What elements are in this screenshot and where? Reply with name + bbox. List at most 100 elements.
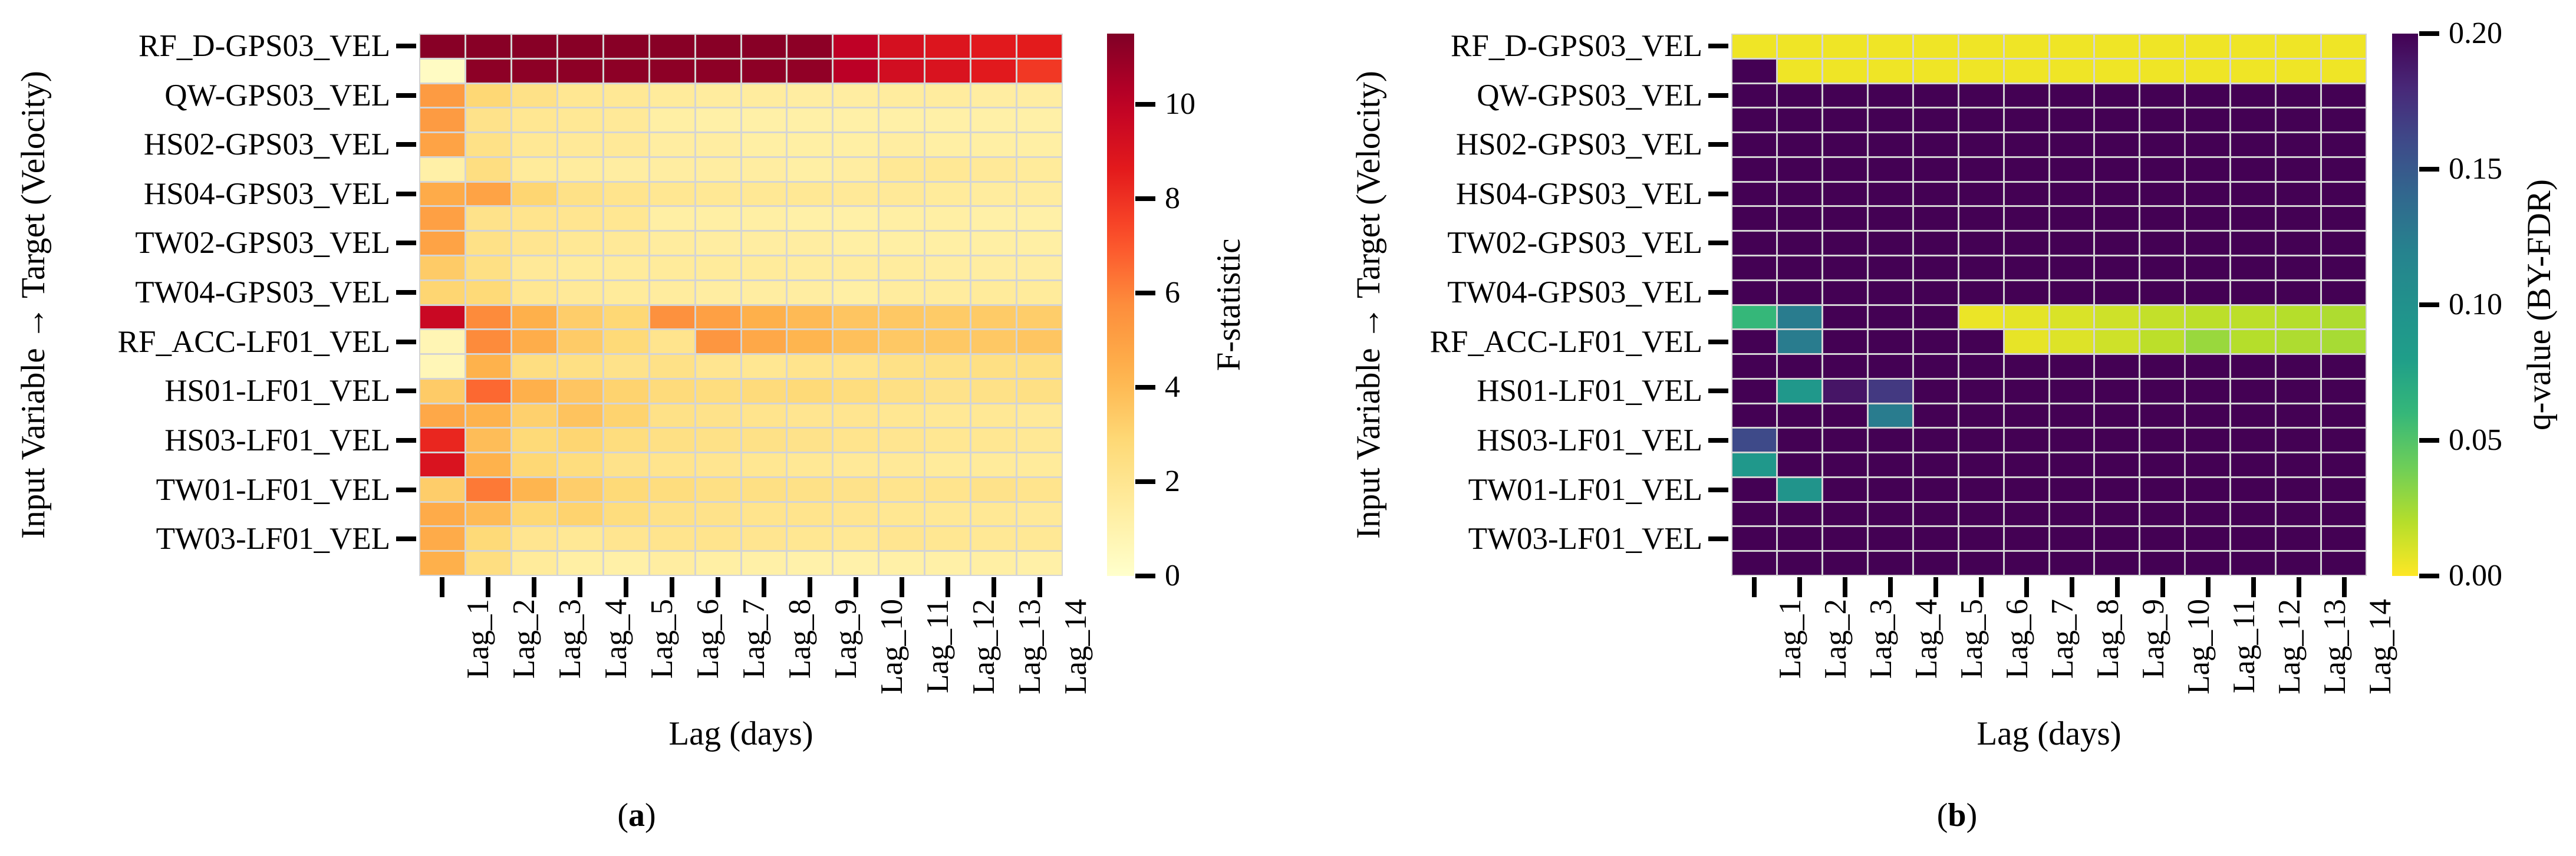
heatmap-cell <box>650 157 694 181</box>
heatmap-cell <box>696 59 740 83</box>
heatmap-cell <box>2004 35 2048 58</box>
heatmap-cell <box>2095 108 2139 132</box>
y-tick-mark <box>1708 290 1728 295</box>
y-tick-mark <box>1708 339 1728 344</box>
heatmap-cell <box>2277 157 2321 181</box>
heatmap-cell <box>604 182 648 206</box>
heatmap-cell <box>604 404 648 427</box>
x-tick-mark <box>2069 577 2074 597</box>
y-tick-mark <box>396 438 416 443</box>
heatmap-cell <box>2140 305 2185 329</box>
heatmap-cell <box>971 59 1016 83</box>
heatmap-cell <box>604 35 648 58</box>
heatmap-cell <box>696 133 740 156</box>
heatmap-cell <box>696 429 740 452</box>
heatmap-cell <box>2050 453 2094 476</box>
heatmap-cell <box>512 281 556 304</box>
heatmap-cell <box>512 305 556 329</box>
heatmap-cell <box>2277 453 2321 476</box>
heatmap-cell <box>925 429 970 452</box>
heatmap-cell <box>420 157 465 181</box>
heatmap-cell <box>2140 207 2185 231</box>
heatmap-cell <box>558 404 602 427</box>
heatmap-cell <box>420 207 465 231</box>
heatmap-cell <box>1868 256 1912 279</box>
heatmap-cell <box>925 379 970 403</box>
y-tick-label: TW04-GPS03_VEL <box>1447 275 1702 310</box>
heatmap-cell <box>2140 232 2185 255</box>
heatmap-cell <box>2186 256 2230 279</box>
heatmap-cell <box>696 305 740 329</box>
heatmap-cell <box>696 355 740 378</box>
heatmap-cell <box>1959 404 2003 427</box>
heatmap-cell <box>879 502 924 526</box>
heatmap-cell <box>696 108 740 132</box>
heatmap-cell <box>2231 84 2275 107</box>
x-tick-mark <box>1842 577 1847 597</box>
heatmap-cell <box>558 379 602 403</box>
heatmap-cell <box>2004 404 2048 427</box>
heatmap-cell <box>2004 527 2048 551</box>
heatmap-cell <box>1868 133 1912 156</box>
heatmap-cell <box>2231 502 2275 526</box>
heatmap-cell <box>925 182 970 206</box>
heatmap-cell <box>1913 182 1958 206</box>
heatmap-cell <box>1777 355 1821 378</box>
heatmap-cell <box>2004 552 2048 575</box>
heatmap-cell <box>1777 157 1821 181</box>
heatmap-cell <box>512 232 556 255</box>
x-tick-mark <box>1797 577 1802 597</box>
heatmap-cell <box>2186 35 2230 58</box>
heatmap-cell <box>1823 182 1867 206</box>
heatmap-cell <box>420 502 465 526</box>
y-tick-mark <box>1708 389 1728 394</box>
heatmap-cell <box>1868 552 1912 575</box>
heatmap-cell <box>2322 182 2366 206</box>
heatmap-cell <box>466 232 510 255</box>
heatmap-cell <box>650 478 694 501</box>
heatmap-cell <box>742 330 786 354</box>
heatmap-cell <box>1017 35 1062 58</box>
heatmap-cell <box>1913 232 1958 255</box>
heatmap-cell <box>879 527 924 551</box>
heatmap-cell <box>1777 108 1821 132</box>
heatmap-cell <box>2140 133 2185 156</box>
heatmap-cell <box>1777 256 1821 279</box>
heatmap-cell <box>2140 502 2185 526</box>
heatmap-cell <box>2322 256 2366 279</box>
x-tick-mark <box>670 577 674 597</box>
heatmap-cell <box>2231 478 2275 501</box>
heatmap-cell <box>2231 133 2275 156</box>
heatmap-cell <box>2186 552 2230 575</box>
heatmap-cell <box>558 35 602 58</box>
heatmap-cell <box>1913 281 1958 304</box>
heatmap-cell <box>971 305 1016 329</box>
heatmap-cell <box>879 35 924 58</box>
heatmap-cell <box>2186 133 2230 156</box>
heatmap-cell <box>1732 108 1776 132</box>
heatmap-cell <box>834 305 878 329</box>
x-tick-mark <box>624 577 628 597</box>
heatmap-cell <box>466 478 510 501</box>
heatmap-cell <box>512 379 556 403</box>
heatmap-cell <box>466 330 510 354</box>
heatmap-cell <box>2140 355 2185 378</box>
heatmap-cell <box>650 527 694 551</box>
heatmap-cell <box>971 207 1016 231</box>
heatmap-cell <box>650 379 694 403</box>
heatmap-cell <box>420 552 465 575</box>
heatmap-cell <box>2050 232 2094 255</box>
heatmap-cell <box>1868 355 1912 378</box>
heatmap-cell <box>2004 379 2048 403</box>
x-tick-mark <box>2205 577 2211 597</box>
heatmap-cell <box>788 330 832 354</box>
heatmap-cell <box>2095 453 2139 476</box>
heatmap-cell <box>2186 207 2230 231</box>
heatmap-cell <box>1777 281 1821 304</box>
x-tick-label: Lag_1 <box>461 599 495 679</box>
heatmap-cell <box>1017 355 1062 378</box>
heatmap-cell <box>604 330 648 354</box>
colorbar-tick-mark <box>1135 479 1155 484</box>
heatmap-cell <box>971 527 1016 551</box>
heatmap-cell <box>1913 404 1958 427</box>
